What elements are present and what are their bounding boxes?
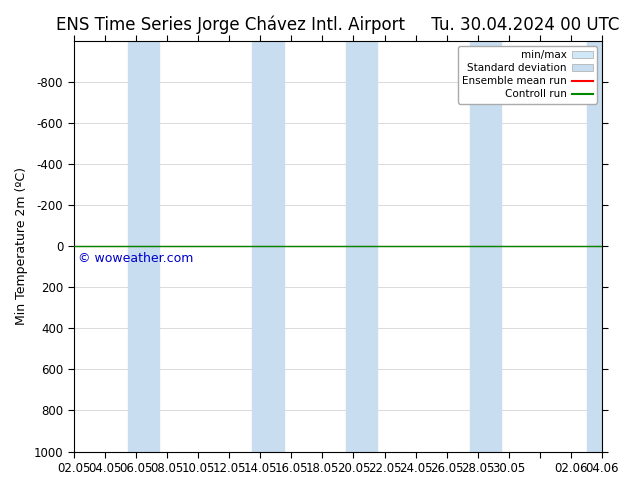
Bar <box>470 41 501 452</box>
Bar <box>346 41 377 452</box>
Legend: min/max, Standard deviation, Ensemble mean run, Controll run: min/max, Standard deviation, Ensemble me… <box>458 46 597 103</box>
Bar <box>586 41 618 452</box>
Title: ENS Time Series Jorge Chávez Intl. Airport     Tu. 30.04.2024 00 UTC: ENS Time Series Jorge Chávez Intl. Airpo… <box>56 15 619 33</box>
Text: © woweather.com: © woweather.com <box>78 252 193 265</box>
Y-axis label: Min Temperature 2m (ºC): Min Temperature 2m (ºC) <box>15 167 28 325</box>
Bar <box>252 41 283 452</box>
Bar <box>128 41 159 452</box>
